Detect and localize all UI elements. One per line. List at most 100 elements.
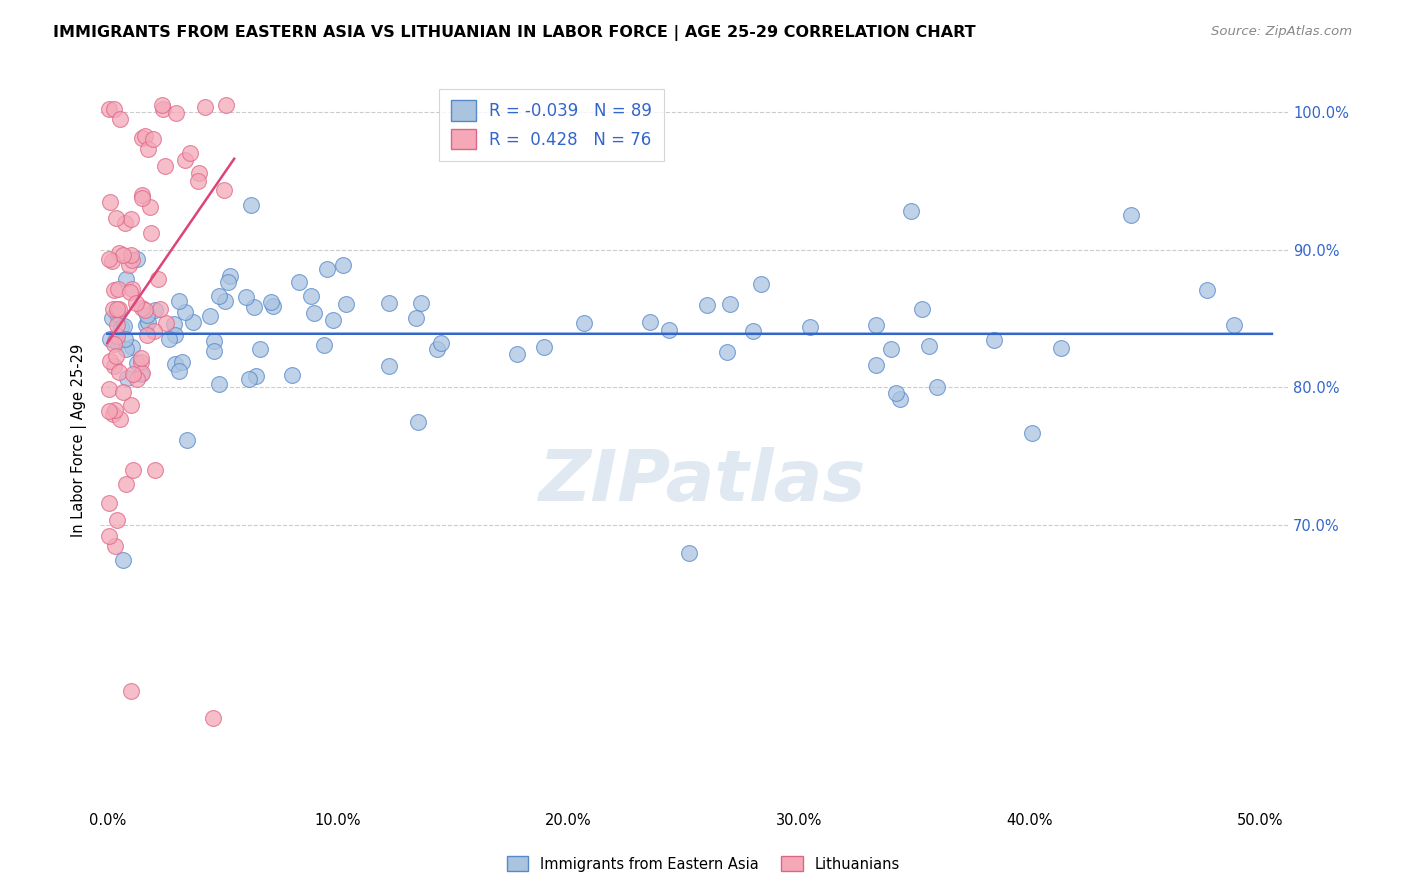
Point bbox=[179, 146, 201, 161]
Point bbox=[718, 297, 741, 311]
Point bbox=[201, 711, 224, 725]
Point bbox=[1195, 283, 1218, 297]
Point bbox=[900, 203, 922, 218]
Point bbox=[139, 226, 162, 240]
Point bbox=[165, 358, 187, 372]
Point bbox=[142, 324, 165, 338]
Point bbox=[411, 295, 433, 310]
Point bbox=[181, 315, 204, 329]
Point bbox=[110, 411, 132, 425]
Point bbox=[638, 315, 661, 329]
Point bbox=[751, 277, 773, 291]
Point bbox=[217, 275, 239, 289]
Point bbox=[122, 463, 145, 477]
Point bbox=[533, 340, 555, 354]
Point bbox=[125, 296, 148, 310]
Point bbox=[98, 195, 121, 210]
Point bbox=[121, 253, 143, 268]
Point bbox=[314, 338, 336, 352]
Point bbox=[131, 301, 153, 316]
Point bbox=[103, 336, 125, 351]
Point bbox=[131, 351, 153, 365]
Point bbox=[288, 275, 311, 289]
Point bbox=[101, 407, 124, 421]
Point bbox=[149, 301, 172, 316]
Point bbox=[1119, 208, 1142, 222]
Point bbox=[120, 212, 142, 227]
Point bbox=[176, 433, 198, 447]
Point bbox=[799, 320, 821, 334]
Point bbox=[208, 289, 231, 303]
Point bbox=[115, 342, 138, 356]
Point bbox=[107, 302, 129, 317]
Point bbox=[377, 296, 399, 310]
Point bbox=[238, 371, 260, 385]
Point bbox=[430, 335, 453, 350]
Point bbox=[97, 404, 120, 418]
Point bbox=[115, 371, 138, 385]
Legend: R = -0.039   N = 89, R =  0.428   N = 76: R = -0.039 N = 89, R = 0.428 N = 76 bbox=[440, 88, 664, 161]
Point bbox=[187, 174, 209, 188]
Point bbox=[97, 102, 120, 116]
Point bbox=[678, 546, 700, 560]
Point bbox=[134, 128, 156, 143]
Point bbox=[167, 364, 190, 378]
Point bbox=[281, 368, 304, 382]
Point bbox=[1223, 318, 1246, 332]
Point bbox=[249, 343, 271, 357]
Point bbox=[911, 301, 934, 316]
Point bbox=[110, 112, 132, 126]
Point bbox=[200, 309, 222, 323]
Point bbox=[316, 262, 339, 277]
Point bbox=[121, 282, 143, 296]
Point bbox=[202, 334, 225, 349]
Point bbox=[121, 340, 143, 354]
Point bbox=[127, 252, 149, 266]
Y-axis label: In Labor Force | Age 25-29: In Labor Force | Age 25-29 bbox=[72, 344, 87, 537]
Point bbox=[136, 315, 159, 329]
Point bbox=[174, 153, 197, 168]
Point bbox=[111, 248, 134, 262]
Point bbox=[98, 354, 121, 368]
Point bbox=[136, 308, 159, 322]
Point bbox=[696, 298, 718, 312]
Point bbox=[378, 359, 401, 374]
Point bbox=[155, 316, 177, 330]
Point bbox=[239, 198, 262, 212]
Point bbox=[105, 301, 128, 316]
Point bbox=[108, 245, 131, 260]
Point bbox=[658, 323, 681, 337]
Point bbox=[101, 301, 124, 316]
Point bbox=[405, 311, 427, 326]
Point bbox=[138, 142, 160, 156]
Point bbox=[115, 272, 138, 286]
Point bbox=[131, 188, 153, 202]
Point bbox=[143, 302, 166, 317]
Point bbox=[143, 463, 166, 477]
Point bbox=[105, 211, 128, 225]
Point bbox=[146, 272, 169, 286]
Point bbox=[1050, 341, 1073, 355]
Point bbox=[260, 294, 283, 309]
Point bbox=[97, 495, 120, 509]
Point bbox=[118, 258, 141, 272]
Point bbox=[262, 299, 284, 313]
Text: IMMIGRANTS FROM EASTERN ASIA VS LITHUANIAN IN LABOR FORCE | AGE 25-29 CORRELATIO: IMMIGRANTS FROM EASTERN ASIA VS LITHUANI… bbox=[53, 25, 976, 41]
Point bbox=[127, 356, 149, 370]
Point bbox=[174, 305, 197, 319]
Point bbox=[302, 306, 325, 320]
Point bbox=[120, 398, 142, 412]
Point bbox=[122, 368, 145, 382]
Point bbox=[101, 254, 124, 268]
Point bbox=[215, 97, 238, 112]
Point bbox=[194, 100, 217, 114]
Point bbox=[235, 290, 257, 304]
Point bbox=[245, 369, 267, 384]
Point bbox=[165, 105, 187, 120]
Point bbox=[925, 379, 948, 393]
Point bbox=[135, 318, 157, 332]
Point bbox=[114, 332, 136, 346]
Point bbox=[880, 343, 903, 357]
Point bbox=[112, 385, 135, 400]
Point bbox=[120, 248, 142, 262]
